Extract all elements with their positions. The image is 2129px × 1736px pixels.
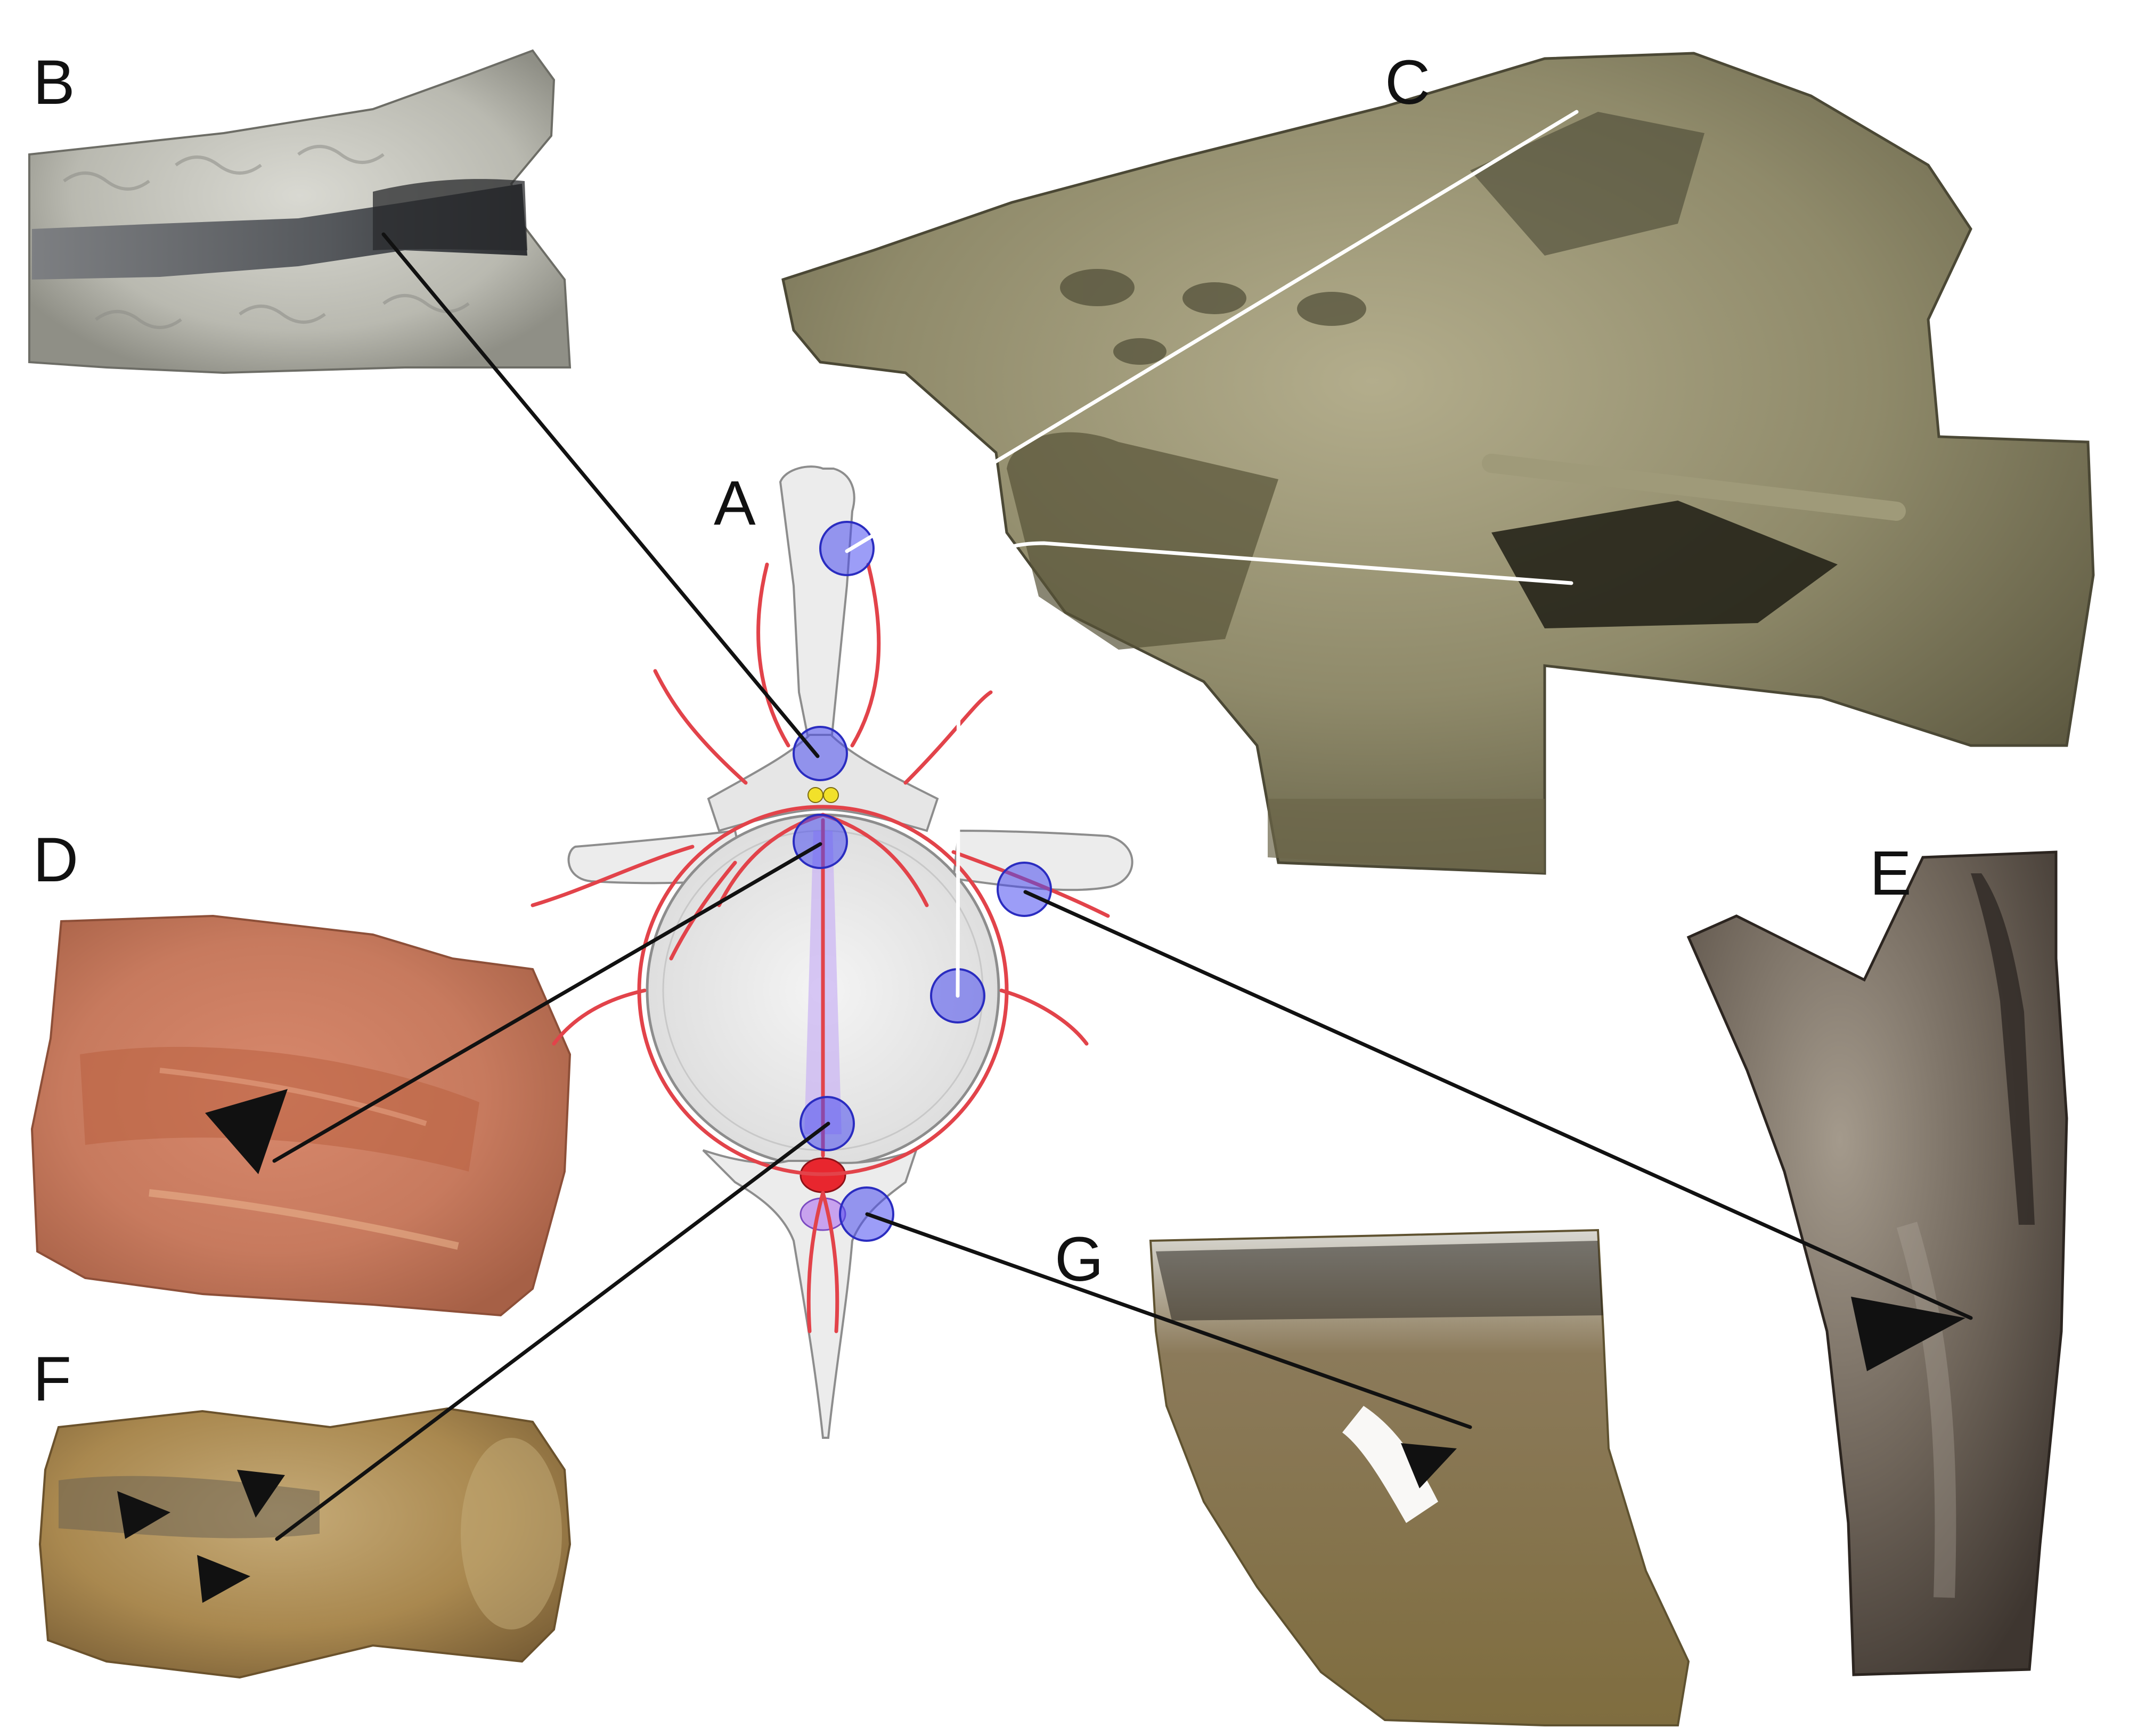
arrowhead-e [1851, 1297, 1965, 1371]
panel-a-diagram [531, 465, 1133, 1439]
arrowhead-f-1 [117, 1491, 170, 1539]
arrowheads [117, 1089, 1965, 1603]
arrowhead-f-3 [197, 1555, 250, 1603]
arrowhead-g [1401, 1443, 1457, 1488]
arrowhead-f-2 [237, 1470, 285, 1518]
panel-label-d: D [33, 825, 78, 895]
panel-e-specimen [1686, 850, 2068, 1676]
panel-label-e: E [1870, 838, 1912, 908]
arrowhead-d [205, 1089, 288, 1174]
panel-label-a: A [714, 468, 756, 538]
panel-d-specimen [30, 914, 572, 1317]
panel-label-f: F [33, 1344, 71, 1414]
panel-label-b: B [33, 47, 75, 118]
panel-f-specimen [38, 1407, 572, 1679]
panel-label-g: G [1055, 1224, 1104, 1295]
leader-lines [272, 110, 1973, 1541]
panel-c-specimen [781, 52, 2095, 875]
panel-label-c: C [1385, 47, 1430, 118]
panel-b-specimen [28, 49, 572, 374]
